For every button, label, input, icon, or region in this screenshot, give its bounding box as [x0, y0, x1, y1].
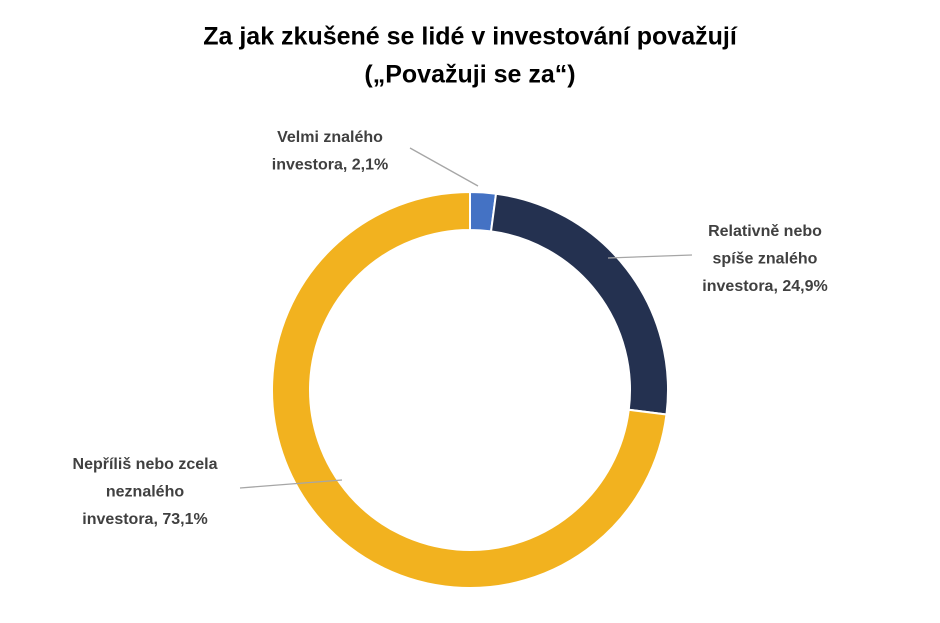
donut-segment	[489, 192, 669, 416]
data-label: Velmi znalého investora, 2,1%	[272, 129, 389, 174]
data-label: Relativně nebo spíše znalého investora, 24…	[702, 223, 827, 295]
chart-title: Za jak zkušené se lidé v investování pov…	[203, 23, 738, 51]
leader-line	[607, 254, 693, 259]
leader-line	[239, 479, 343, 489]
data-label: Nepříliš nebo zcela neznalého investora, 7…	[73, 456, 218, 528]
donut-segment	[271, 190, 668, 589]
leader-line	[409, 147, 479, 187]
chart-subtitle: („Považuji se za“)	[364, 61, 575, 89]
